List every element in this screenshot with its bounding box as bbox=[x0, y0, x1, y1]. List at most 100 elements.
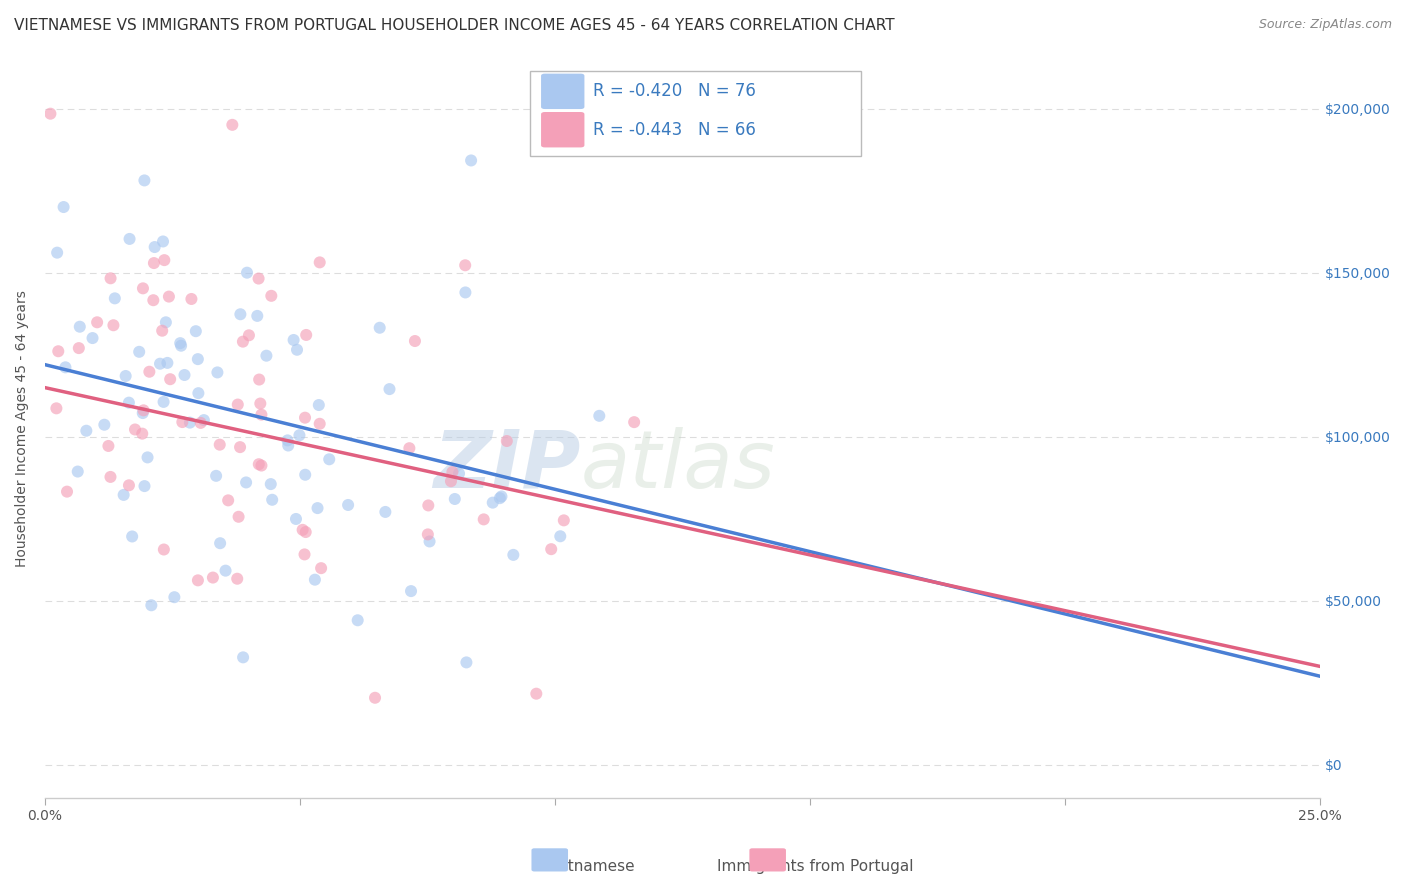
FancyBboxPatch shape bbox=[541, 112, 585, 147]
Point bbox=[249, 396, 271, 410]
Point bbox=[208, 438, 231, 452]
Point bbox=[205, 468, 228, 483]
Point bbox=[318, 452, 340, 467]
Point bbox=[229, 440, 252, 454]
Text: R = -0.420   N = 76: R = -0.420 N = 76 bbox=[593, 82, 756, 100]
Point bbox=[232, 334, 254, 349]
Point bbox=[481, 495, 503, 509]
Point bbox=[93, 417, 115, 432]
Point bbox=[118, 395, 141, 409]
Point bbox=[156, 356, 179, 370]
Point bbox=[295, 328, 318, 343]
Point bbox=[260, 289, 283, 303]
Point bbox=[131, 426, 153, 441]
Point bbox=[447, 467, 470, 481]
Point bbox=[247, 271, 270, 285]
Point bbox=[288, 428, 311, 442]
Point bbox=[364, 690, 387, 705]
Point bbox=[441, 465, 464, 479]
Point bbox=[67, 341, 90, 355]
Point bbox=[118, 478, 141, 492]
Point bbox=[46, 245, 69, 260]
Point bbox=[229, 307, 252, 321]
Point bbox=[172, 415, 194, 429]
Point bbox=[232, 650, 254, 665]
Point bbox=[399, 584, 422, 599]
Point bbox=[134, 479, 156, 493]
Point bbox=[169, 336, 191, 351]
Point bbox=[307, 501, 329, 516]
Point bbox=[246, 309, 269, 323]
Point bbox=[308, 417, 330, 431]
FancyBboxPatch shape bbox=[541, 74, 585, 109]
Point bbox=[118, 232, 141, 246]
Point bbox=[214, 564, 236, 578]
Point bbox=[104, 291, 127, 305]
Point bbox=[187, 386, 209, 401]
Point bbox=[55, 360, 77, 375]
Point bbox=[150, 324, 173, 338]
Point bbox=[308, 398, 330, 412]
Point bbox=[207, 366, 229, 380]
Point bbox=[226, 572, 249, 586]
Point bbox=[346, 613, 368, 627]
Point bbox=[155, 315, 177, 329]
Point bbox=[285, 512, 308, 526]
Point bbox=[454, 258, 477, 272]
Point bbox=[291, 523, 314, 537]
Point bbox=[136, 450, 159, 465]
FancyBboxPatch shape bbox=[530, 70, 860, 155]
Point bbox=[491, 490, 513, 504]
Point bbox=[159, 372, 181, 386]
Point bbox=[285, 343, 308, 357]
Point bbox=[163, 591, 186, 605]
Text: R = -0.443   N = 66: R = -0.443 N = 66 bbox=[593, 120, 756, 139]
Point bbox=[378, 382, 401, 396]
Point bbox=[217, 493, 239, 508]
Point bbox=[309, 561, 332, 575]
Point bbox=[142, 256, 165, 270]
Point bbox=[489, 491, 512, 505]
Point bbox=[97, 439, 120, 453]
Point bbox=[553, 513, 575, 527]
Point bbox=[440, 474, 463, 488]
Point bbox=[221, 118, 243, 132]
Point bbox=[228, 509, 250, 524]
Point bbox=[46, 344, 69, 359]
Point bbox=[152, 395, 174, 409]
Point bbox=[193, 413, 215, 427]
Point bbox=[404, 334, 426, 348]
Point bbox=[294, 548, 316, 562]
Point bbox=[304, 573, 326, 587]
Point bbox=[454, 285, 477, 300]
Text: ZIP: ZIP bbox=[433, 426, 581, 505]
Point bbox=[294, 467, 316, 482]
Point bbox=[180, 292, 202, 306]
Point bbox=[75, 424, 97, 438]
Point bbox=[277, 438, 299, 452]
Point bbox=[418, 499, 440, 513]
Point bbox=[502, 548, 524, 562]
Point bbox=[112, 488, 135, 502]
Point bbox=[235, 475, 257, 490]
Point bbox=[132, 281, 155, 295]
Point bbox=[226, 398, 249, 412]
Point bbox=[247, 372, 270, 386]
Point bbox=[134, 173, 156, 187]
Point bbox=[143, 240, 166, 254]
Point bbox=[247, 457, 270, 471]
Point bbox=[337, 498, 360, 512]
Point bbox=[142, 293, 165, 308]
Point bbox=[540, 542, 562, 557]
Point bbox=[173, 368, 195, 382]
Point bbox=[121, 529, 143, 543]
Point bbox=[132, 403, 155, 417]
Point bbox=[283, 333, 305, 347]
Point bbox=[294, 524, 316, 539]
Point bbox=[548, 529, 571, 543]
Point bbox=[82, 331, 104, 345]
Point bbox=[138, 365, 160, 379]
Y-axis label: Householder Income Ages 45 - 64 years: Householder Income Ages 45 - 64 years bbox=[15, 290, 30, 567]
Point bbox=[472, 512, 495, 526]
Point bbox=[262, 492, 284, 507]
